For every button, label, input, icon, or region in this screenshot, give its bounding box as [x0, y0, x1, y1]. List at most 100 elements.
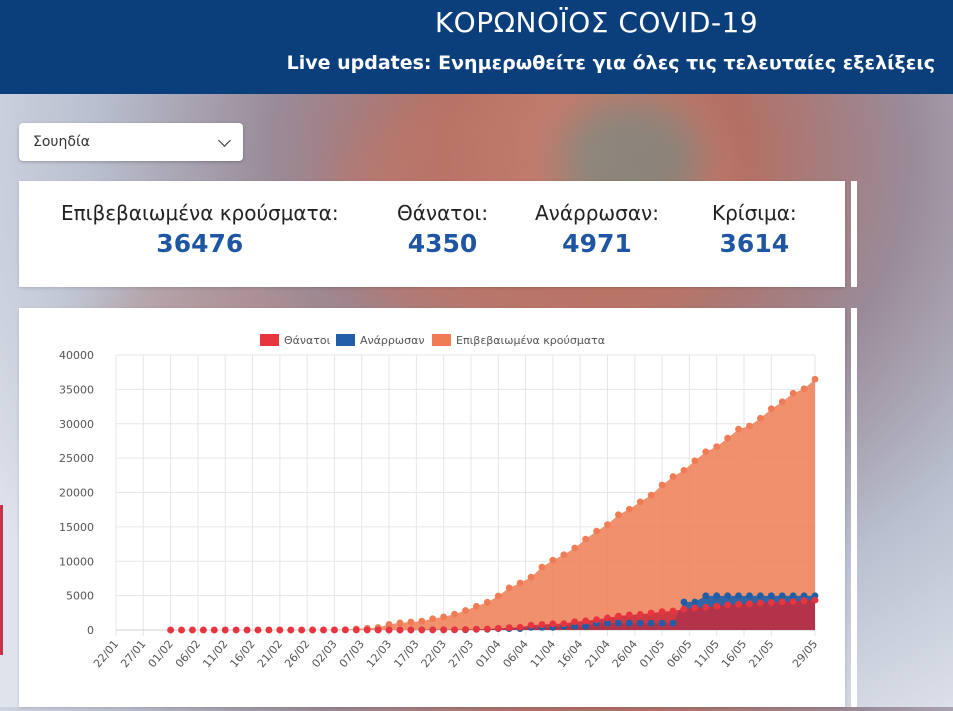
data-point: [418, 626, 426, 634]
stat-critical-label: Κρίσιμα:: [712, 201, 797, 225]
data-point: [691, 457, 699, 465]
page-subtitle: Live updates: Ενημερωθείτε για όλες τις …: [286, 52, 935, 74]
data-point: [691, 604, 699, 612]
data-point: [560, 620, 568, 628]
data-point: [800, 597, 808, 605]
x-tick-label: 07/03: [337, 638, 367, 671]
data-point: [724, 592, 732, 600]
data-point: [363, 626, 371, 634]
data-point: [735, 592, 742, 600]
x-tick-label: 16/05: [719, 638, 749, 671]
data-point: [483, 598, 491, 606]
chart-legend: Θάνατοι Ανάρρωσαν Επιβεβαιωμένα κρούσματα: [260, 334, 605, 347]
data-point: [767, 598, 775, 606]
data-point: [800, 592, 808, 600]
data-point: [560, 551, 568, 559]
data-point: [221, 626, 229, 634]
country-select-value: Σουηδία: [33, 134, 90, 150]
data-point: [811, 596, 819, 604]
x-tick-label: 21/04: [582, 638, 612, 671]
chart-y-axis: 0 5000 10000 15000 20000 25000 30000 35000 40000: [59, 349, 94, 637]
x-tick-label: 27/01: [118, 638, 148, 671]
data-point: [669, 473, 677, 480]
x-tick-label: 29/05: [790, 638, 820, 671]
stat-critical: Κρίσιμα: 3614: [712, 201, 797, 258]
y-tick-label: 5000: [66, 590, 94, 603]
x-tick-label: 21/02: [255, 638, 285, 671]
data-point: [756, 599, 764, 607]
data-point: [702, 592, 710, 600]
chart-points: [167, 375, 819, 634]
x-tick-label: 02/03: [309, 638, 339, 671]
y-tick-label: 15000: [59, 521, 94, 534]
x-tick-label: 01/05: [637, 638, 667, 671]
data-point: [385, 626, 393, 634]
data-point: [451, 626, 458, 634]
legend-swatch: [260, 334, 279, 346]
data-point: [680, 466, 688, 474]
stat-deaths-value: 4350: [407, 229, 478, 258]
data-point: [636, 498, 644, 506]
legend-label: Επιβεβαιωμένα κρούσματα: [456, 334, 605, 347]
x-tick-label: 01/04: [473, 638, 503, 671]
legend-swatch: [432, 334, 451, 346]
data-point: [287, 626, 295, 634]
data-point: [604, 619, 611, 627]
data-point: [636, 619, 644, 627]
data-point: [789, 592, 797, 600]
data-point: [778, 592, 786, 600]
data-point: [746, 592, 753, 600]
page-edge-strip: [0, 505, 3, 655]
stat-confirmed: Επιβεβαιωμένα κρούσματα: 36476: [61, 201, 339, 258]
data-point: [625, 611, 633, 619]
data-point: [331, 626, 338, 634]
data-point: [789, 389, 797, 397]
data-point: [680, 605, 688, 613]
data-point: [647, 619, 655, 627]
data-point: [735, 600, 742, 608]
x-tick-label: 11/04: [528, 638, 558, 671]
data-point: [473, 625, 480, 633]
x-tick-label: 21/05: [746, 638, 776, 671]
data-point: [440, 613, 448, 621]
data-point: [385, 621, 393, 628]
stat-confirmed-label: Επιβεβαιωμένα κρούσματα:: [61, 201, 339, 225]
stat-recovered: Ανάρρωσαν: 4971: [535, 201, 659, 258]
data-point: [724, 601, 732, 609]
data-point: [800, 385, 808, 393]
data-point: [647, 491, 655, 499]
x-tick-label: 12/03: [364, 638, 394, 671]
data-point: [527, 621, 535, 629]
legend-label: Ανάρρωσαν: [360, 334, 424, 347]
data-point: [451, 610, 458, 618]
data-point: [396, 619, 404, 627]
data-point: [429, 626, 437, 634]
stats-card-edge: [851, 181, 857, 287]
data-point: [789, 598, 797, 606]
cases-chart: Θάνατοι Ανάρρωσαν Επιβεβαιωμένα κρούσματα …: [59, 334, 820, 671]
data-point: [254, 626, 262, 634]
page-title: ΚΟΡΩΝΟΪΟΣ COVID-19: [434, 6, 759, 39]
data-point: [669, 607, 677, 615]
legend-label: Θάνατοι: [284, 334, 331, 347]
country-select[interactable]: Σουηδία: [19, 123, 243, 161]
data-point: [527, 573, 535, 581]
data-point: [582, 622, 590, 630]
data-point: [604, 614, 611, 622]
data-point: [658, 608, 666, 616]
data-point: [210, 626, 218, 634]
y-tick-label: 35000: [59, 383, 94, 396]
x-tick-label: 06/05: [664, 638, 694, 671]
y-tick-label: 40000: [59, 349, 94, 362]
stat-deaths: Θάνατοι: 4350: [397, 201, 488, 258]
data-point: [625, 619, 633, 627]
data-point: [167, 626, 175, 634]
data-point: [778, 398, 786, 406]
data-point: [593, 616, 600, 624]
data-point: [309, 626, 316, 634]
data-point: [713, 602, 721, 610]
data-point: [702, 603, 710, 611]
data-point: [462, 626, 469, 633]
data-point: [516, 579, 524, 587]
x-tick-label: 22/01: [91, 638, 121, 671]
